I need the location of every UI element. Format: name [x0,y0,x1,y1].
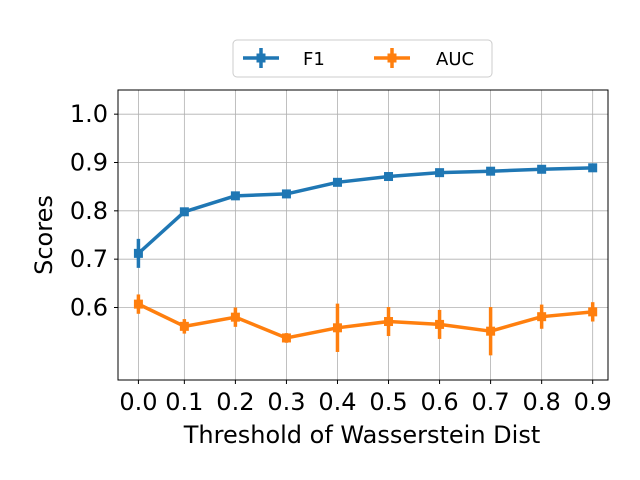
y-tick-label: 0.6 [70,294,108,322]
series-f1 [133,163,598,268]
series-auc [133,294,598,356]
data-point [133,299,143,309]
y-axis-ticks: 0.6 0.7 0.8 0.9 1.0 [70,100,118,322]
series-line [137,166,593,255]
data-point [435,168,445,178]
data-point [332,323,342,333]
x-tick-label: 0.9 [574,388,612,416]
legend: F1 AUC [232,39,493,78]
data-point [486,326,496,336]
data-point [179,207,189,217]
legend-box [232,39,493,78]
legend-label: F1 [303,49,325,70]
data-point [588,163,598,173]
x-tick-label: 0.8 [523,388,561,416]
data-point [133,248,143,258]
series-line [137,302,593,340]
legend-label: AUC [436,49,474,70]
data-point [230,191,240,201]
data-point [486,166,496,176]
y-tick-label: 0.8 [70,197,108,225]
data-point [281,333,291,343]
data-point [332,177,342,187]
x-tick-label: 0.0 [119,388,157,416]
x-tick-label: 0.7 [472,388,510,416]
x-tick-label: 0.2 [216,388,254,416]
axes-frame [117,89,609,381]
x-tick-label: 0.1 [165,388,203,416]
data-point [384,172,394,182]
x-axis-label: Threshold of Wasserstein Dist [183,421,540,449]
data-point [384,317,394,327]
y-tick-label: 1.0 [70,100,108,128]
data-point [281,189,291,199]
data-point [179,321,189,331]
x-tick-label: 0.5 [369,388,407,416]
x-axis-ticks: 0.0 0.1 0.2 0.3 0.4 0.5 0.6 0.7 0.8 0.9 [119,380,612,416]
data-point [537,312,547,322]
x-tick-label: 0.4 [318,388,356,416]
y-tick-label: 0.9 [70,149,108,177]
y-tick-label: 0.7 [70,245,108,273]
legend-marker [256,53,266,63]
data-point [537,164,547,174]
grid-lines [118,90,608,380]
plot-area [133,163,598,356]
data-point [435,319,445,329]
x-tick-label: 0.6 [420,388,458,416]
data-point [230,312,240,322]
y-axis-label: Scores [30,195,58,275]
data-point [588,307,598,317]
x-tick-label: 0.3 [267,388,305,416]
legend-marker [387,53,397,63]
